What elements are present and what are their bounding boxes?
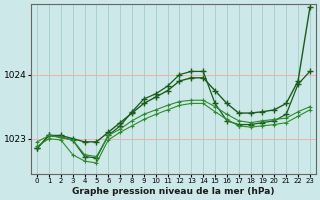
- X-axis label: Graphe pression niveau de la mer (hPa): Graphe pression niveau de la mer (hPa): [72, 187, 275, 196]
